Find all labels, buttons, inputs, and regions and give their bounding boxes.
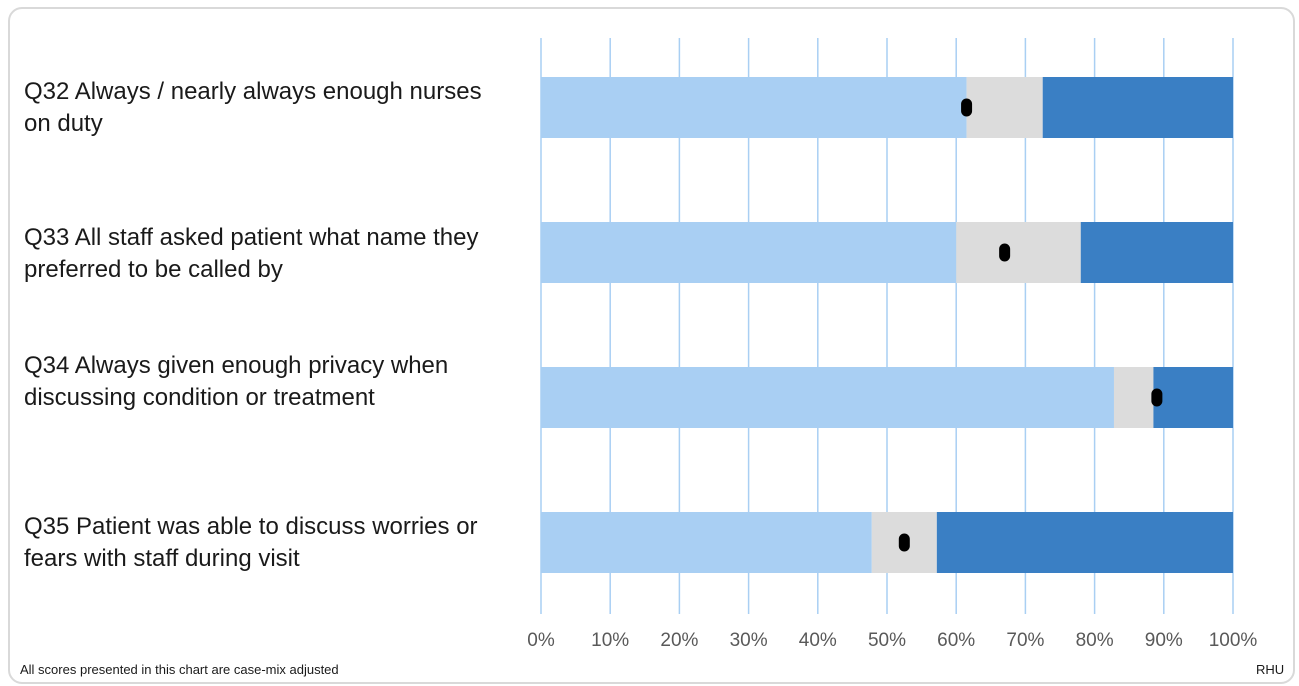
x-tick-label: 80% (1075, 630, 1114, 651)
bar-segment-3 (1042, 77, 1233, 138)
x-tick-label: 20% (660, 630, 699, 651)
bar-segment-3 (936, 512, 1233, 573)
bar-segment-2 (966, 77, 1043, 138)
category-label-q34: Q34 Always given enough privacy when dis… (24, 352, 449, 411)
x-tick-label: 70% (1006, 630, 1045, 651)
category-label-q33: Q33 All staff asked patient what name th… (24, 224, 479, 283)
x-tick-label: 40% (798, 630, 837, 651)
score-marker (1151, 388, 1163, 407)
bar-segment-1 (541, 512, 872, 573)
score-marker (898, 533, 910, 552)
bar-segment-3 (1153, 367, 1233, 428)
category-label-q35: Q35 Patient was able to discuss worries … (24, 513, 478, 572)
x-tick-label: 90% (1144, 630, 1183, 651)
bar-segment-2 (956, 222, 1081, 283)
footnote: All scores presented in this chart are c… (20, 662, 339, 677)
x-tick-label: 100% (1208, 630, 1258, 651)
score-marker (999, 243, 1011, 262)
x-tick-label: 0% (527, 630, 555, 651)
x-tick-label: 50% (867, 630, 907, 651)
corner-label: RHU (1256, 662, 1285, 677)
bar-segment-1 (541, 367, 1114, 428)
bar-segment-1 (541, 77, 967, 138)
x-tick-label: 10% (591, 630, 630, 651)
bar-segment-3 (1080, 222, 1233, 283)
bar-segment-2 (1113, 367, 1154, 428)
x-tick-label: 30% (729, 630, 768, 651)
category-label-q32: Q32 Always / nearly always enough nurses… (24, 78, 482, 137)
bar-segment-1 (541, 222, 957, 283)
score-marker (961, 98, 973, 117)
x-tick-label: 60% (937, 630, 976, 651)
